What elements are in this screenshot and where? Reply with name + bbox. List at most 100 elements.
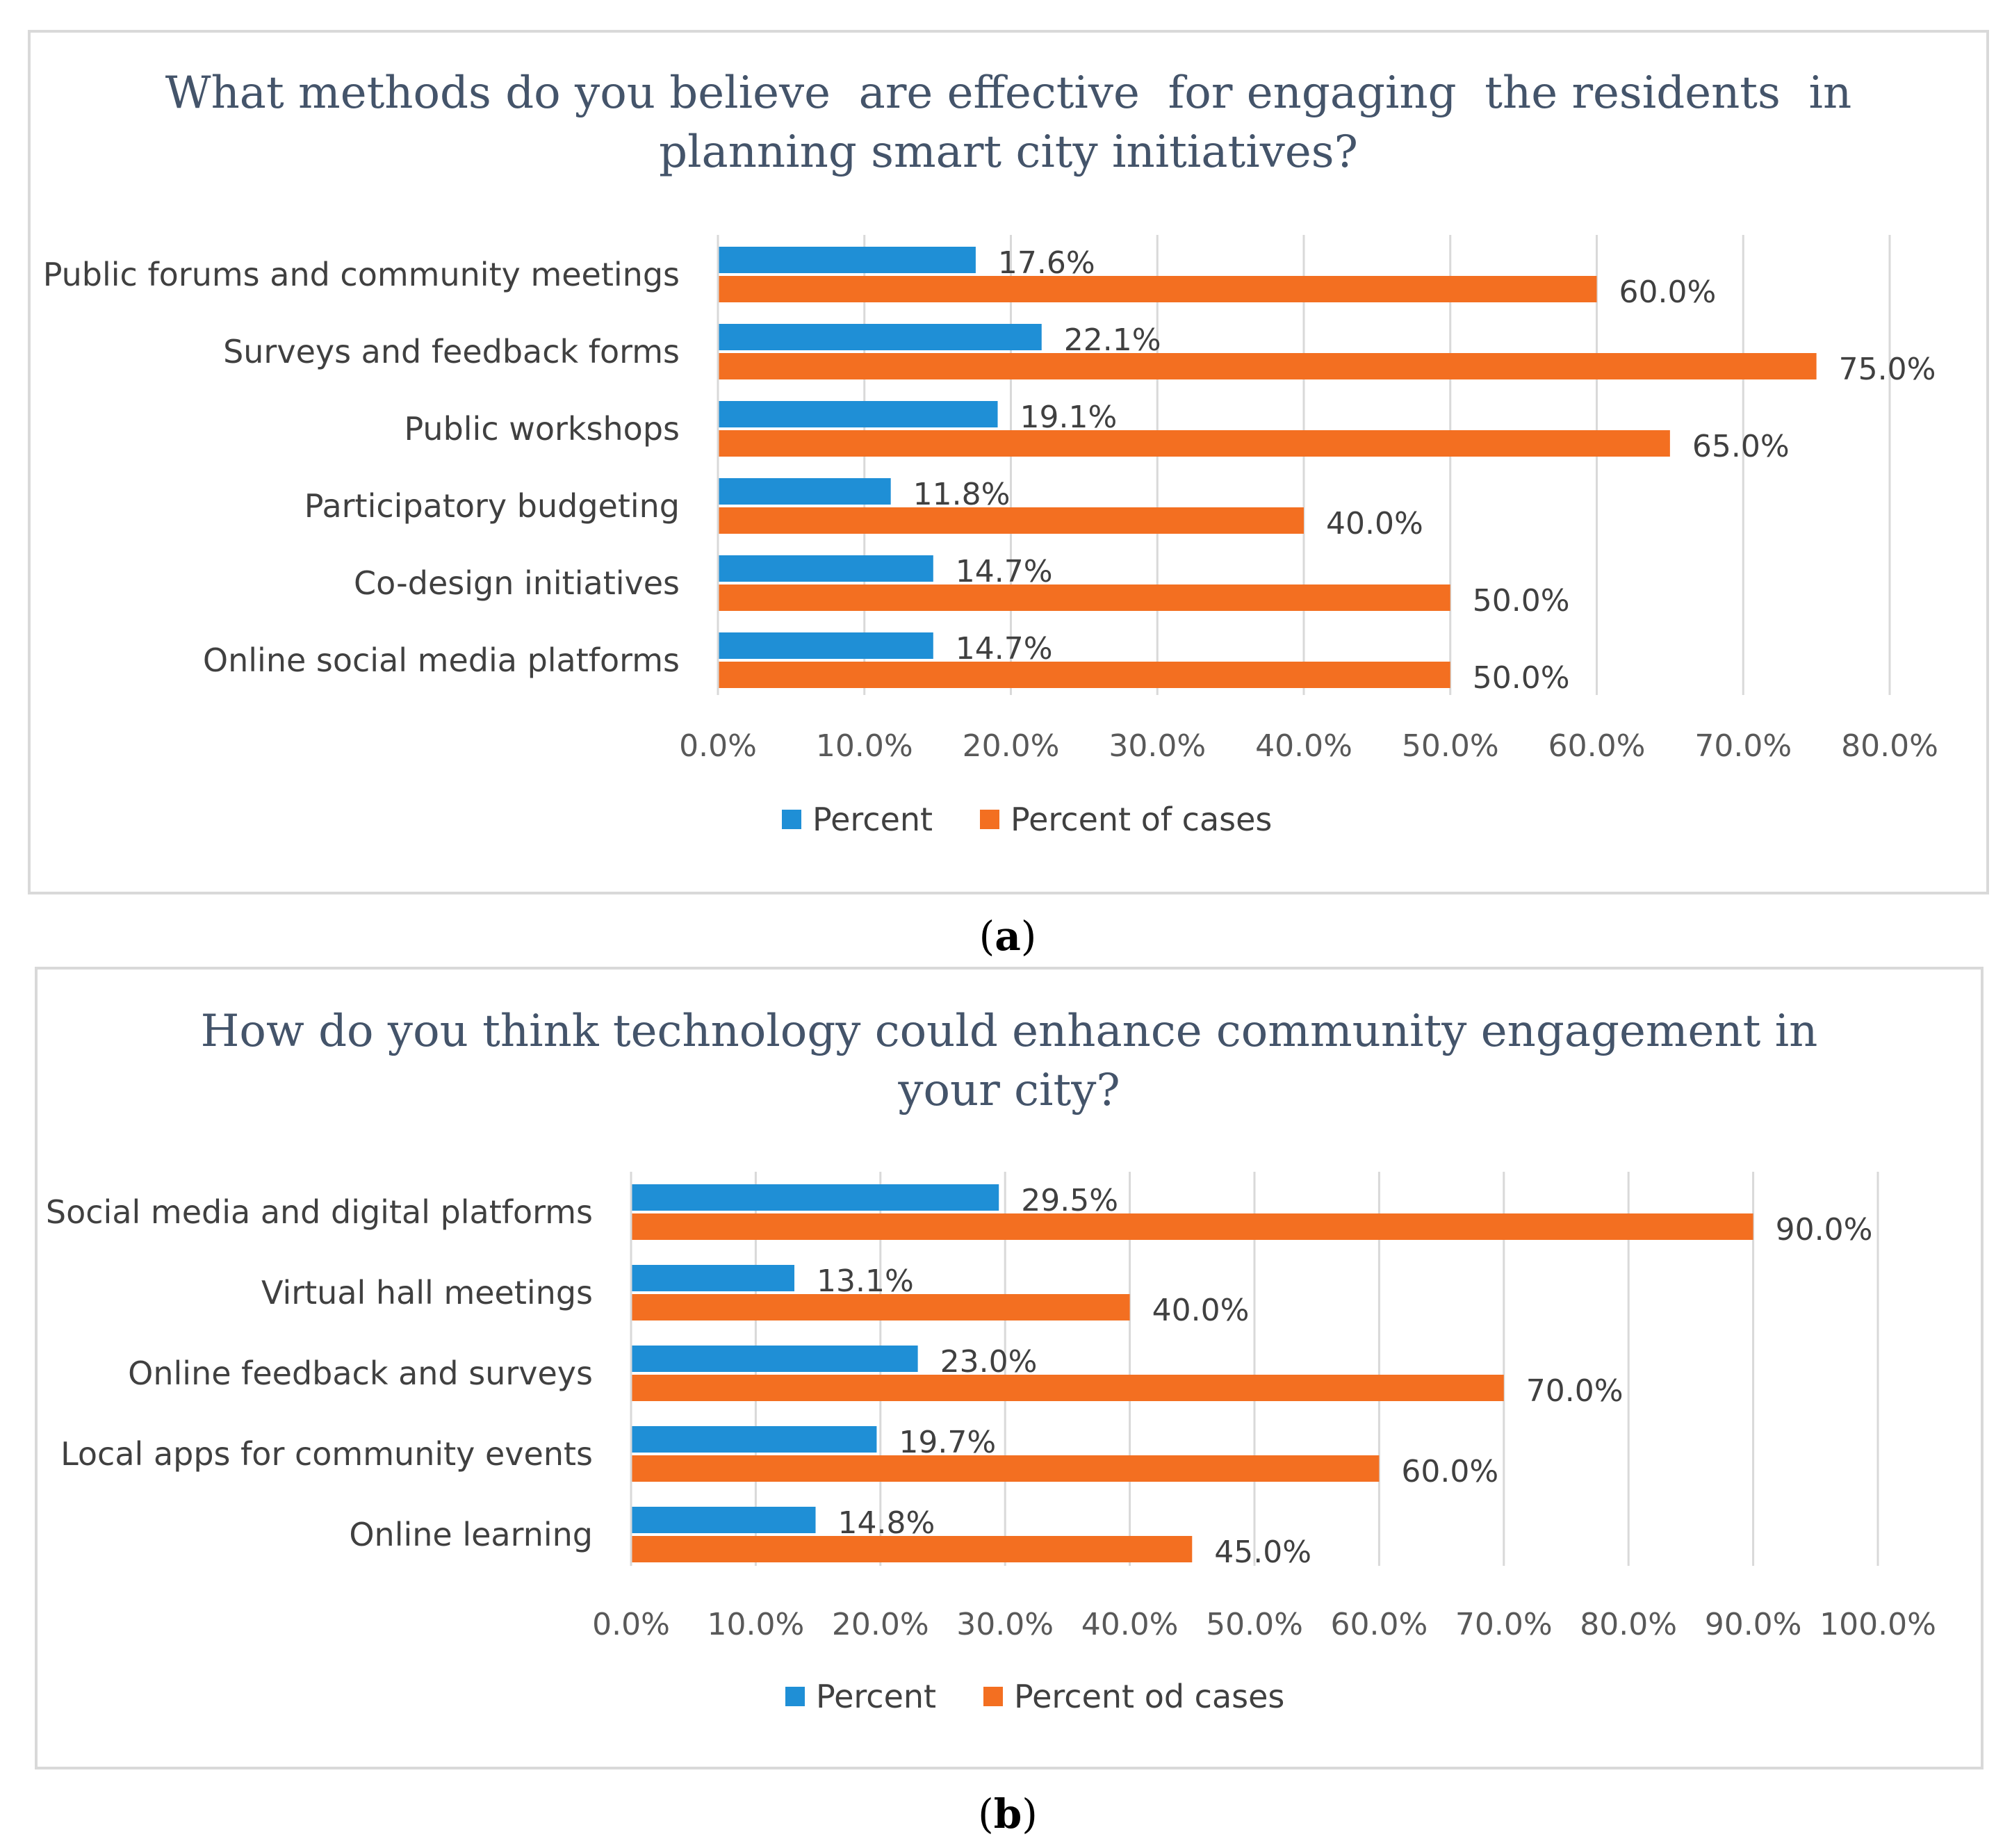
chart-a-bar-percent [718, 247, 976, 273]
chart-b-bar-cases [631, 1536, 1193, 1562]
chart-a-bar-percent [718, 401, 998, 427]
chart-b-bar-percent [631, 1265, 795, 1291]
chart-a-legend-swatch-cases [980, 810, 999, 829]
chart-b-x-tick-label: 40.0% [1081, 1607, 1179, 1642]
chart-b-title-line-1: How do you think technology could enhanc… [201, 1006, 1818, 1057]
chart-b-caption-letter: b [994, 1790, 1022, 1838]
chart-b-legend: Percent Percent od cases [785, 1678, 1284, 1715]
chart-b-category-label: Online feedback and surveys [128, 1355, 593, 1392]
chart-a-frame [28, 30, 1989, 894]
chart-b-data-label: 40.0% [1152, 1293, 1250, 1328]
chart-a-bar-cases [718, 662, 1450, 688]
chart-a-data-label: 22.1% [1064, 322, 1161, 358]
chart-a-legend-swatch-percent [782, 810, 801, 829]
chart-b-x-tick-label: 90.0% [1705, 1607, 1802, 1642]
chart-b-x-tick-label: 20.0% [832, 1607, 929, 1642]
chart-a-legend-label: Percent [812, 801, 933, 838]
chart-b-category-label: Social media and digital platforms [46, 1193, 593, 1231]
chart-a-category-label: Online social media platforms [203, 641, 680, 679]
chart-a-data-label: 17.6% [998, 245, 1095, 281]
chart-a-title-line-1: What methods do you believe are effectiv… [165, 67, 1851, 119]
chart-a-data-label: 11.8% [913, 477, 1011, 512]
chart-a-x-tick-label: 30.0% [1109, 728, 1206, 764]
chart-b-x-tick-label: 100.0% [1819, 1607, 1936, 1642]
chart-b-x-tick-label: 80.0% [1580, 1607, 1677, 1642]
chart-a-data-label: 75.0% [1839, 352, 1936, 387]
chart-a-data-label: 19.1% [1020, 400, 1118, 435]
chart-b-title-line-2: your city? [897, 1065, 1120, 1116]
chart-b-legend-label: Percent od cases [1014, 1678, 1284, 1715]
chart-b-data-label: 70.0% [1526, 1373, 1623, 1409]
chart-b-x-tick-label: 10.0% [708, 1607, 805, 1642]
chart-b-bar-percent [631, 1346, 918, 1372]
chart-a-bar-percent [718, 478, 891, 505]
chart-a-data-label: 65.0% [1692, 429, 1790, 464]
chart-a: What methods do you believe are effectiv… [28, 30, 1989, 960]
chart-a-title-line-2: planning smart city initiatives? [659, 126, 1358, 178]
chart-a-bar-percent [718, 632, 933, 659]
chart-a-x-tick-label: 50.0% [1402, 728, 1499, 764]
chart-a-bar-cases [718, 507, 1304, 534]
chart-b-data-label: 29.5% [1021, 1183, 1118, 1218]
chart-b-caption-close: ) [1022, 1790, 1038, 1838]
chart-b-frame [35, 967, 1984, 1769]
chart-a-caption-letter: a [995, 913, 1021, 960]
chart-a-bar-cases [718, 584, 1450, 611]
chart-a-x-tick-label: 60.0% [1548, 728, 1646, 764]
chart-a-category-label: Participatory budgeting [304, 487, 680, 525]
chart-b-bar-cases [631, 1375, 1504, 1401]
chart-b-bar-cases [631, 1294, 1130, 1320]
chart-a-category-label: Public workshops [404, 410, 680, 448]
chart-b-legend-label: Percent [816, 1678, 936, 1715]
chart-b-x-tick-label: 50.0% [1206, 1607, 1303, 1642]
chart-b-x-tick-label: 60.0% [1331, 1607, 1428, 1642]
chart-a-category-label: Public forums and community meetings [43, 256, 680, 293]
chart-b-x-tick-label: 70.0% [1455, 1607, 1553, 1642]
chart-b-legend-swatch-percent [785, 1687, 805, 1706]
chart-a-caption-open: ( [979, 913, 995, 960]
chart-b-bar-percent [631, 1426, 877, 1453]
chart-a-legend: Percent Percent of cases [782, 801, 1272, 838]
chart-a-x-tick-label: 20.0% [963, 728, 1060, 764]
chart-a-data-label: 50.0% [1473, 583, 1570, 619]
chart-a-bar-percent [718, 324, 1042, 350]
chart-b-category-label: Virtual hall meetings [261, 1274, 593, 1311]
chart-b-bar-percent [631, 1507, 816, 1533]
chart-a-x-tick-label: 80.0% [1841, 728, 1938, 764]
chart-b-bar-cases [631, 1455, 1380, 1482]
chart-a-category-label: Co-design initiatives [354, 564, 680, 602]
chart-a-x-tick-label: 40.0% [1255, 728, 1352, 764]
chart-b: How do you think technology could enhanc… [35, 967, 1984, 1838]
chart-a-data-label: 50.0% [1473, 660, 1570, 696]
chart-b-category-label: Online learning [349, 1516, 593, 1553]
chart-a-caption-close: ) [1021, 913, 1037, 960]
chart-b-bar-percent [631, 1184, 999, 1211]
chart-b-caption: (b) [978, 1790, 1038, 1838]
chart-b-caption-open: ( [978, 1790, 994, 1838]
chart-b-x-tick-label: 30.0% [956, 1607, 1054, 1642]
chart-b-data-label: 13.1% [817, 1264, 914, 1299]
chart-a-x-tick-label: 70.0% [1694, 728, 1792, 764]
chart-b-data-label: 45.0% [1214, 1535, 1311, 1570]
chart-a-data-label: 40.0% [1326, 506, 1423, 541]
chart-a-x-tick-label: 10.0% [816, 728, 913, 764]
chart-b-data-label: 23.0% [940, 1344, 1038, 1380]
chart-a-bar-cases [718, 353, 1817, 379]
chart-a-data-label: 14.7% [956, 554, 1053, 589]
chart-b-data-label: 14.8% [838, 1505, 935, 1541]
chart-a-caption: (a) [979, 913, 1037, 960]
chart-b-category-label: Local apps for community events [60, 1435, 593, 1473]
chart-a-bar-percent [718, 555, 933, 582]
chart-b-bar-cases [631, 1213, 1753, 1240]
chart-a-x-tick-label: 0.0% [679, 728, 757, 764]
chart-b-data-label: 90.0% [1776, 1212, 1873, 1248]
chart-b-data-label: 60.0% [1401, 1454, 1498, 1489]
chart-b-legend-swatch-cases [983, 1687, 1003, 1706]
chart-a-bar-cases [718, 276, 1597, 302]
chart-b-data-label: 19.7% [899, 1425, 996, 1460]
chart-b-x-tick-label: 0.0% [592, 1607, 670, 1642]
chart-a-data-label: 60.0% [1619, 275, 1717, 310]
chart-a-data-label: 14.7% [956, 631, 1053, 667]
chart-a-bar-cases [718, 430, 1670, 457]
